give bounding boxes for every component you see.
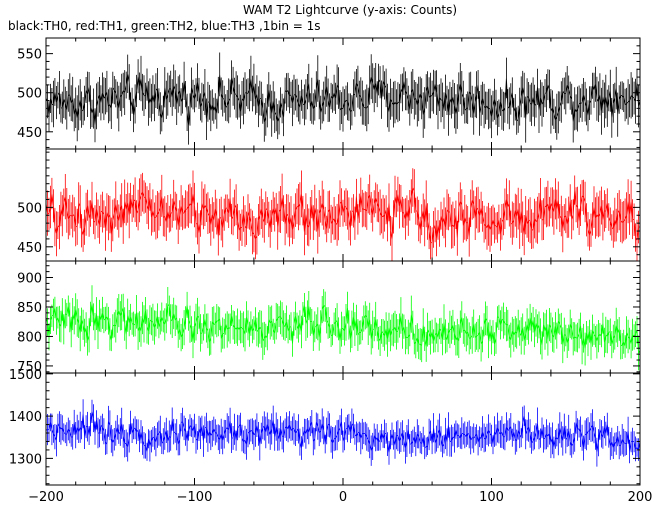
y-tick-label: 550 [17, 48, 42, 63]
y-tick-label: 800 [17, 330, 42, 345]
x-tick-label: 100 [479, 490, 504, 505]
series-th1-line [46, 168, 640, 261]
x-tick-label: −100 [177, 490, 213, 505]
x-axis: −200 −100 0 100 200 [28, 490, 652, 505]
y-tick-label: 450 [17, 241, 42, 256]
panel-th3: 1300 1400 1500 [9, 368, 641, 486]
y-tick-label: 1500 [9, 368, 42, 383]
y-tick-label: 900 [17, 272, 42, 287]
y-tick-label: 450 [17, 126, 42, 141]
panel-th0: 450 500 550 [17, 37, 641, 150]
y-tick-label: 1400 [9, 410, 42, 425]
chart-title: WAM T2 Lightcurve (y-axis: Counts) [243, 3, 457, 17]
panel-th1: 450 500 [17, 148, 641, 262]
series-th2-line [46, 285, 640, 371]
y-tick-label: 850 [17, 301, 42, 316]
series-th0-line [46, 52, 640, 145]
chart-subtitle: black:TH0, red:TH1, green:TH2, blue:TH3 … [8, 19, 321, 33]
x-tick-label: −200 [28, 490, 64, 505]
y-tick-label: 750 [17, 360, 42, 375]
y-tick-label: 500 [17, 87, 42, 102]
x-tick-label: 200 [628, 490, 653, 505]
panels: 450 500 550 450 500 750 800 850 900 1300 1400 1500 [9, 37, 641, 486]
x-tick-label: 0 [339, 490, 347, 505]
panel-th2: 750 800 850 900 [17, 260, 641, 375]
series-th3-line [46, 399, 640, 467]
y-tick-label: 1300 [9, 452, 42, 467]
y-tick-label: 500 [17, 201, 42, 216]
